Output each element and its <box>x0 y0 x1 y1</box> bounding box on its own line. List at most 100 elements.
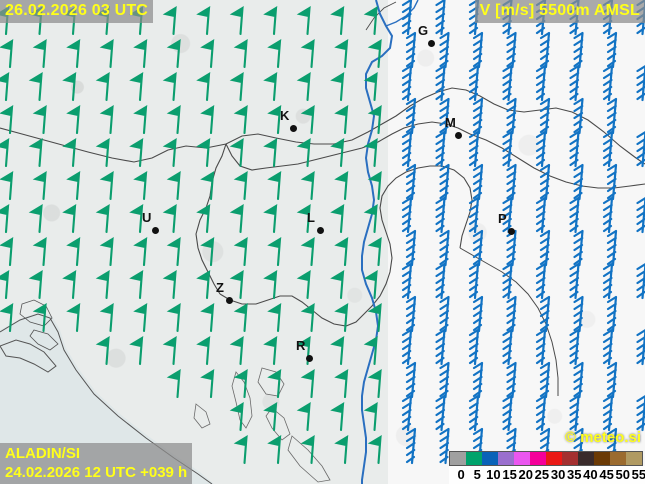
wind-barb-green <box>367 302 382 333</box>
city-dot-icon <box>226 297 233 304</box>
wind-barb-green <box>95 137 110 168</box>
wind-barb-blue <box>405 229 417 267</box>
legend-swatch-10 <box>482 452 498 465</box>
wind-barb-green <box>196 269 211 300</box>
wind-barb-blue <box>439 31 450 69</box>
wind-barb-green <box>0 137 10 168</box>
wind-barb-green <box>229 5 244 36</box>
wind-barb-green <box>129 335 144 366</box>
wind-barb-green <box>0 236 14 267</box>
wind-barb-blue <box>401 0 413 36</box>
model-name: ALADIN/SI <box>5 445 80 462</box>
legend-tick-30: 30 <box>550 467 566 482</box>
wind-barb-green <box>263 71 278 102</box>
wind-barb-green <box>334 368 349 399</box>
wind-barb-green <box>334 434 349 465</box>
city-dot-icon <box>508 228 515 235</box>
wind-barb-blue <box>569 196 580 234</box>
legend-tick-50: 50 <box>615 467 630 482</box>
wind-barb-green <box>367 170 382 201</box>
wind-barb-green <box>296 269 311 300</box>
wind-barb-green <box>162 137 177 168</box>
wind-barb-green <box>166 104 181 135</box>
wind-barb-blue <box>535 262 547 300</box>
wind-barb-green <box>0 170 14 201</box>
wind-barb-green <box>66 170 81 201</box>
wind-barb-blue <box>606 427 618 465</box>
wind-barb-green <box>162 203 177 234</box>
wind-barb-green <box>28 71 43 102</box>
wind-barb-green <box>267 104 282 135</box>
island-pag <box>287 435 331 483</box>
wind-barb-green <box>300 368 315 399</box>
wind-barb-blue <box>401 262 413 300</box>
wind-barb-blue <box>405 31 417 69</box>
wind-barb-green <box>229 137 244 168</box>
wind-barb-blue <box>472 97 484 135</box>
wind-barb-blue <box>602 130 614 168</box>
wind-barb-blue <box>535 130 547 168</box>
wind-barb-blue <box>506 31 517 69</box>
wind-barb-blue <box>573 295 584 333</box>
wind-barb-green <box>28 269 43 300</box>
wind-barb-blue <box>602 64 614 102</box>
legend-tick-row: 0 5 10 15 20 25 30 35 40 45 50 55 <box>449 466 645 484</box>
wind-barb-green <box>0 71 10 102</box>
wind-barb-green <box>367 104 382 135</box>
wind-barb-blue <box>401 394 413 432</box>
wind-barb-green <box>330 71 345 102</box>
wind-barb-blue <box>506 229 517 267</box>
river-drava-mura <box>361 0 394 484</box>
wind-barb-blue <box>606 361 618 399</box>
wind-barb-green <box>300 434 315 465</box>
wind-barb-blue <box>405 163 417 201</box>
wind-barb-green <box>263 401 278 432</box>
wind-barb-green <box>233 434 248 465</box>
legend-swatch-30 <box>546 452 562 465</box>
wind-barb-green <box>32 302 47 333</box>
border-slovenia-austria <box>225 121 471 171</box>
wind-barb-blue <box>472 163 484 201</box>
wind-barb-green <box>300 236 315 267</box>
city-dot-icon <box>455 132 462 139</box>
wind-barb-blue <box>535 394 547 432</box>
border-slovenia-croatia <box>219 165 473 327</box>
wind-barb-green <box>233 38 248 69</box>
wind-barb-green <box>296 203 311 234</box>
wind-barb-green <box>129 71 144 102</box>
wind-barb-blue <box>401 64 413 102</box>
wind-barb-green <box>166 38 181 69</box>
wind-barb-green <box>229 71 244 102</box>
wind-barb-green <box>367 368 382 399</box>
wind-barb-green <box>330 335 345 366</box>
wind-barb-green <box>166 170 181 201</box>
field-title-label: V [m/s] 5500m AMSL <box>474 0 645 23</box>
wind-barb-green <box>263 137 278 168</box>
wind-barb-green <box>99 104 114 135</box>
lagoon-detail-2 <box>29 329 59 351</box>
wind-barb-blue <box>472 361 484 399</box>
wind-barb-blue <box>636 263 645 300</box>
wind-barb-green <box>133 236 148 267</box>
border-croatia-hungary <box>469 133 645 189</box>
wind-barb-green <box>166 236 181 267</box>
wind-barb-green <box>196 5 211 36</box>
wind-barb-green <box>267 236 282 267</box>
wind-barb-green <box>267 434 282 465</box>
wind-barb-blue <box>636 65 645 102</box>
wind-barb-blue <box>439 163 450 201</box>
wind-barb-blue <box>472 31 484 69</box>
legend-tick-45: 45 <box>599 467 614 482</box>
wind-barb-green <box>133 170 148 201</box>
wind-barb-blue <box>435 0 446 36</box>
wind-barb-green <box>66 104 81 135</box>
wind-barb-green <box>62 71 77 102</box>
wind-barb-green <box>200 236 215 267</box>
wind-barb-blue <box>539 163 551 201</box>
legend-swatch-35 <box>562 452 578 465</box>
wind-barb-green <box>0 104 14 135</box>
wind-barb-green <box>196 203 211 234</box>
wind-barb-green <box>330 269 345 300</box>
wind-barb-green <box>133 38 148 69</box>
wind-barb-blue <box>435 130 446 168</box>
